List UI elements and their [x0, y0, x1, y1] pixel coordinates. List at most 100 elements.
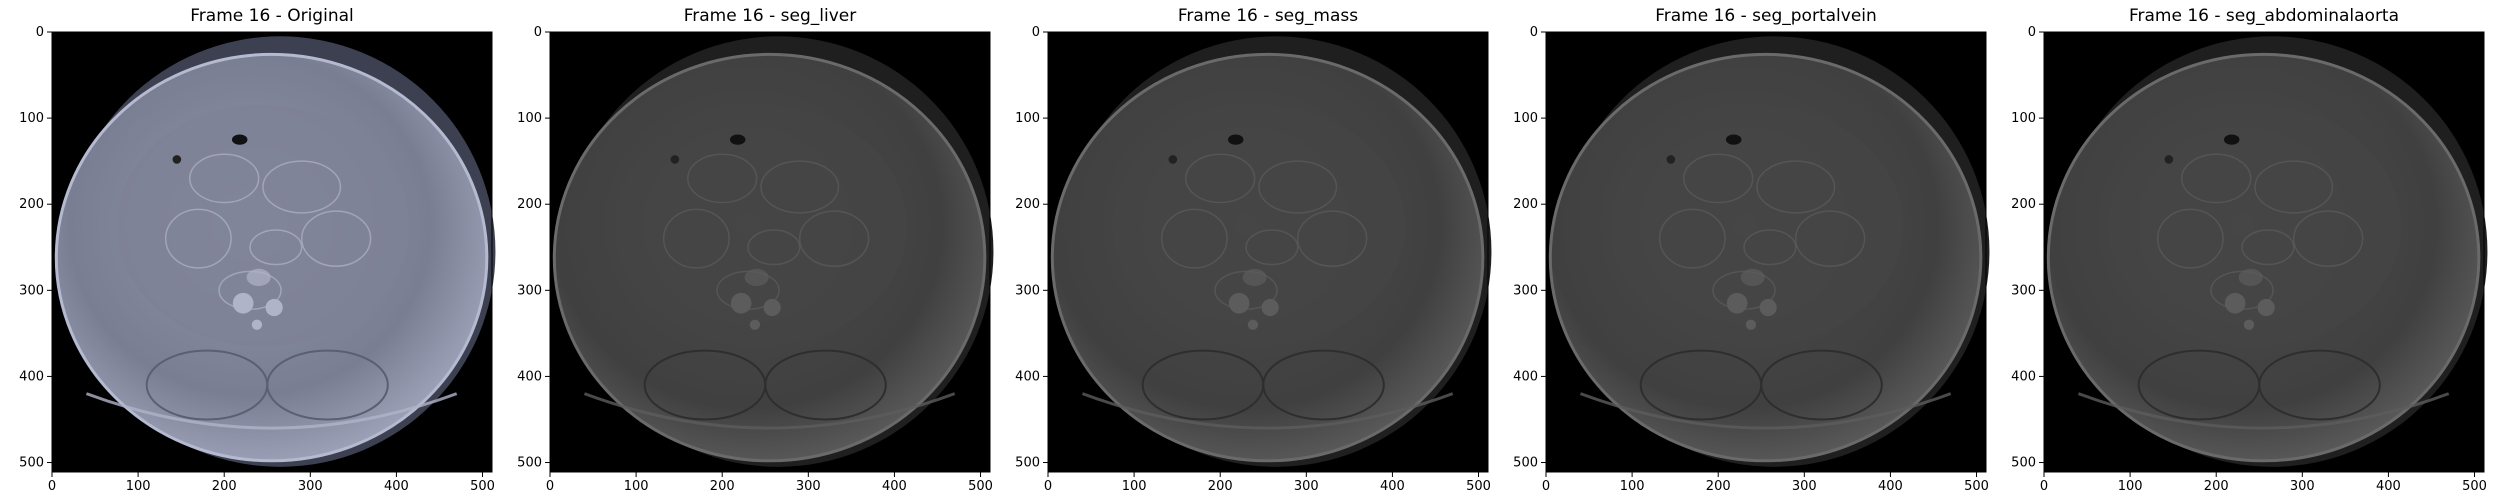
y-tick-label: 100 — [19, 111, 44, 126]
bowel-loop — [300, 210, 372, 267]
x-tick-label: 200 — [212, 479, 237, 494]
y-tick-label: 300 — [2011, 283, 2036, 298]
kidney — [2238, 268, 2263, 287]
bowel-loop — [798, 210, 870, 267]
vertebra — [265, 298, 283, 317]
panel-3: Frame 16 - seg_portalvein 0 100 200 300 400 50… — [1513, 6, 1990, 494]
bowel-loop — [662, 208, 730, 269]
kidney — [744, 268, 769, 287]
vertebra — [232, 292, 254, 314]
abdomen-region — [1610, 105, 1904, 347]
back-muscle — [1760, 349, 1883, 421]
x-tick-label: 0 — [2040, 479, 2048, 494]
y-tick-label: 0 — [36, 25, 44, 40]
gas-bubble — [2164, 155, 2174, 164]
vertebra — [1745, 319, 1757, 330]
x-tick-label: 100 — [2118, 479, 2143, 494]
back-muscle — [1262, 349, 1385, 421]
y-tick-label: 400 — [1513, 369, 1538, 384]
y-tick-label: 500 — [2011, 456, 2036, 471]
abdomen-region — [116, 105, 410, 347]
panel-4: Frame 16 - seg_abdominalaorta 0 100 200 300 4… — [2011, 6, 2488, 494]
x-tick-label: 200 — [1208, 479, 1233, 494]
y-tick-label: 400 — [2011, 369, 2036, 384]
x-tick-label: 100 — [624, 479, 649, 494]
panel-title: Frame 16 - seg_portalvein — [1655, 6, 1877, 26]
vertebra — [2257, 298, 2275, 317]
vertebra — [251, 319, 263, 330]
x-tick-label: 400 — [2376, 479, 2401, 494]
gas-bubble — [729, 134, 746, 145]
x-tick-label: 500 — [1466, 479, 1491, 494]
y-tick-label: 0 — [2028, 25, 2036, 40]
abdomen-region — [2108, 105, 2402, 347]
bowel-loop — [2181, 153, 2252, 204]
bowel-loop — [2292, 210, 2364, 267]
axes-frame — [1047, 31, 1489, 473]
gas-bubble — [1168, 155, 1178, 164]
y-tick-label: 400 — [1015, 369, 1040, 384]
panel-title: Frame 16 - seg_abdominalaorta — [2129, 6, 2399, 26]
scanner-table — [1579, 392, 1952, 430]
y-tick-label: 100 — [517, 111, 542, 126]
bowel-loop — [189, 153, 260, 204]
vertebra — [1759, 298, 1777, 317]
bowel-loop — [2254, 160, 2334, 214]
bowel-loop — [262, 160, 342, 214]
axes-frame — [549, 31, 991, 473]
x-tick-label: 200 — [2204, 479, 2229, 494]
vertebra — [2243, 319, 2255, 330]
panel-2: Frame 16 - seg_mass 0 100 200 300 400 500 0 100 2… — [1015, 6, 1492, 494]
x-tick-label: 100 — [1122, 479, 1147, 494]
y-tick-label: 100 — [1015, 111, 1040, 126]
gas-bubble — [172, 155, 182, 164]
panel-0: Frame 16 - Original 0 100 200 300 400 500 0 100 2… — [19, 6, 496, 494]
x-tick-label: 500 — [968, 479, 993, 494]
y-tick-label: 400 — [19, 369, 44, 384]
bowel-loop — [1245, 229, 1299, 266]
panel-title: Frame 16 - seg_mass — [1178, 6, 1358, 26]
bowel-loop — [1743, 229, 1797, 266]
bowel-loop — [249, 229, 303, 266]
y-tick-label: 500 — [1513, 456, 1538, 471]
vertebra — [763, 298, 781, 317]
bowel-loop — [760, 160, 840, 214]
y-tick-label: 300 — [1015, 283, 1040, 298]
x-tick-label: 100 — [1620, 479, 1645, 494]
y-tick-label: 200 — [1015, 197, 1040, 212]
gas-bubble — [2223, 134, 2240, 145]
y-tick-label: 200 — [517, 197, 542, 212]
bowel-loop — [1258, 160, 1338, 214]
x-tick-label: 400 — [882, 479, 907, 494]
gas-bubble — [670, 155, 680, 164]
y-tick-label: 100 — [1513, 111, 1538, 126]
x-tick-label: 0 — [1044, 479, 1052, 494]
scanner-table — [2077, 392, 2450, 430]
vertebra — [1261, 298, 1279, 317]
scanner-table — [85, 392, 458, 430]
y-tick-label: 300 — [1513, 283, 1538, 298]
y-tick-label: 300 — [517, 283, 542, 298]
gas-bubble — [1227, 134, 1244, 145]
y-tick-label: 300 — [19, 283, 44, 298]
y-tick-label: 500 — [1015, 456, 1040, 471]
x-tick-label: 300 — [796, 479, 821, 494]
back-muscle — [2258, 349, 2381, 421]
x-tick-label: 500 — [2462, 479, 2487, 494]
axes-frame — [1545, 31, 1987, 473]
x-tick-label: 200 — [710, 479, 735, 494]
vertebra — [730, 292, 752, 314]
x-tick-label: 400 — [384, 479, 409, 494]
bowel-loop — [747, 229, 801, 266]
x-tick-label: 200 — [1706, 479, 1731, 494]
vertebra — [1726, 292, 1748, 314]
gas-bubble — [231, 134, 248, 145]
y-tick-label: 200 — [2011, 197, 2036, 212]
vertebra — [2224, 292, 2246, 314]
y-tick-label: 0 — [534, 25, 542, 40]
abdomen-region — [614, 105, 908, 347]
y-tick-label: 200 — [19, 197, 44, 212]
bowel-loop — [1185, 153, 1256, 204]
